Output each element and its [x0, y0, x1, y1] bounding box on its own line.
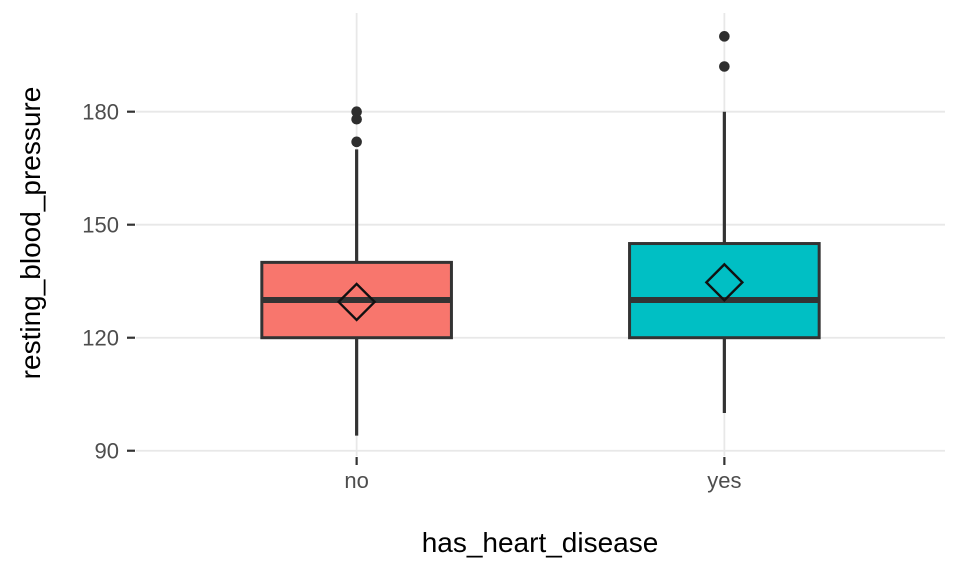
- outlier-point: [719, 61, 730, 72]
- y-tick-label: 120: [82, 326, 119, 351]
- mean-diamond-no: [336, 282, 377, 322]
- mean-diamond-yes: [704, 262, 745, 303]
- boxplot-layer: [260, 31, 821, 436]
- y-tick-label: 90: [95, 439, 119, 464]
- y-axis-title: resting_blood_pressure: [15, 87, 46, 380]
- gridline-layer: [136, 13, 945, 456]
- outlier-point: [351, 136, 362, 148]
- y-tick-label: 150: [82, 213, 119, 238]
- axis-layer: 90 120 150 180 no yes: [82, 100, 741, 493]
- box-yes: [628, 242, 821, 340]
- x-tick-label: no: [344, 468, 368, 493]
- outlier-point: [351, 106, 362, 117]
- outlier-point: [719, 31, 730, 42]
- x-axis-title: has_heart_disease: [422, 527, 659, 558]
- x-tick-label: yes: [707, 468, 741, 493]
- outlier-point: [351, 113, 362, 125]
- y-tick-label: 180: [82, 100, 119, 125]
